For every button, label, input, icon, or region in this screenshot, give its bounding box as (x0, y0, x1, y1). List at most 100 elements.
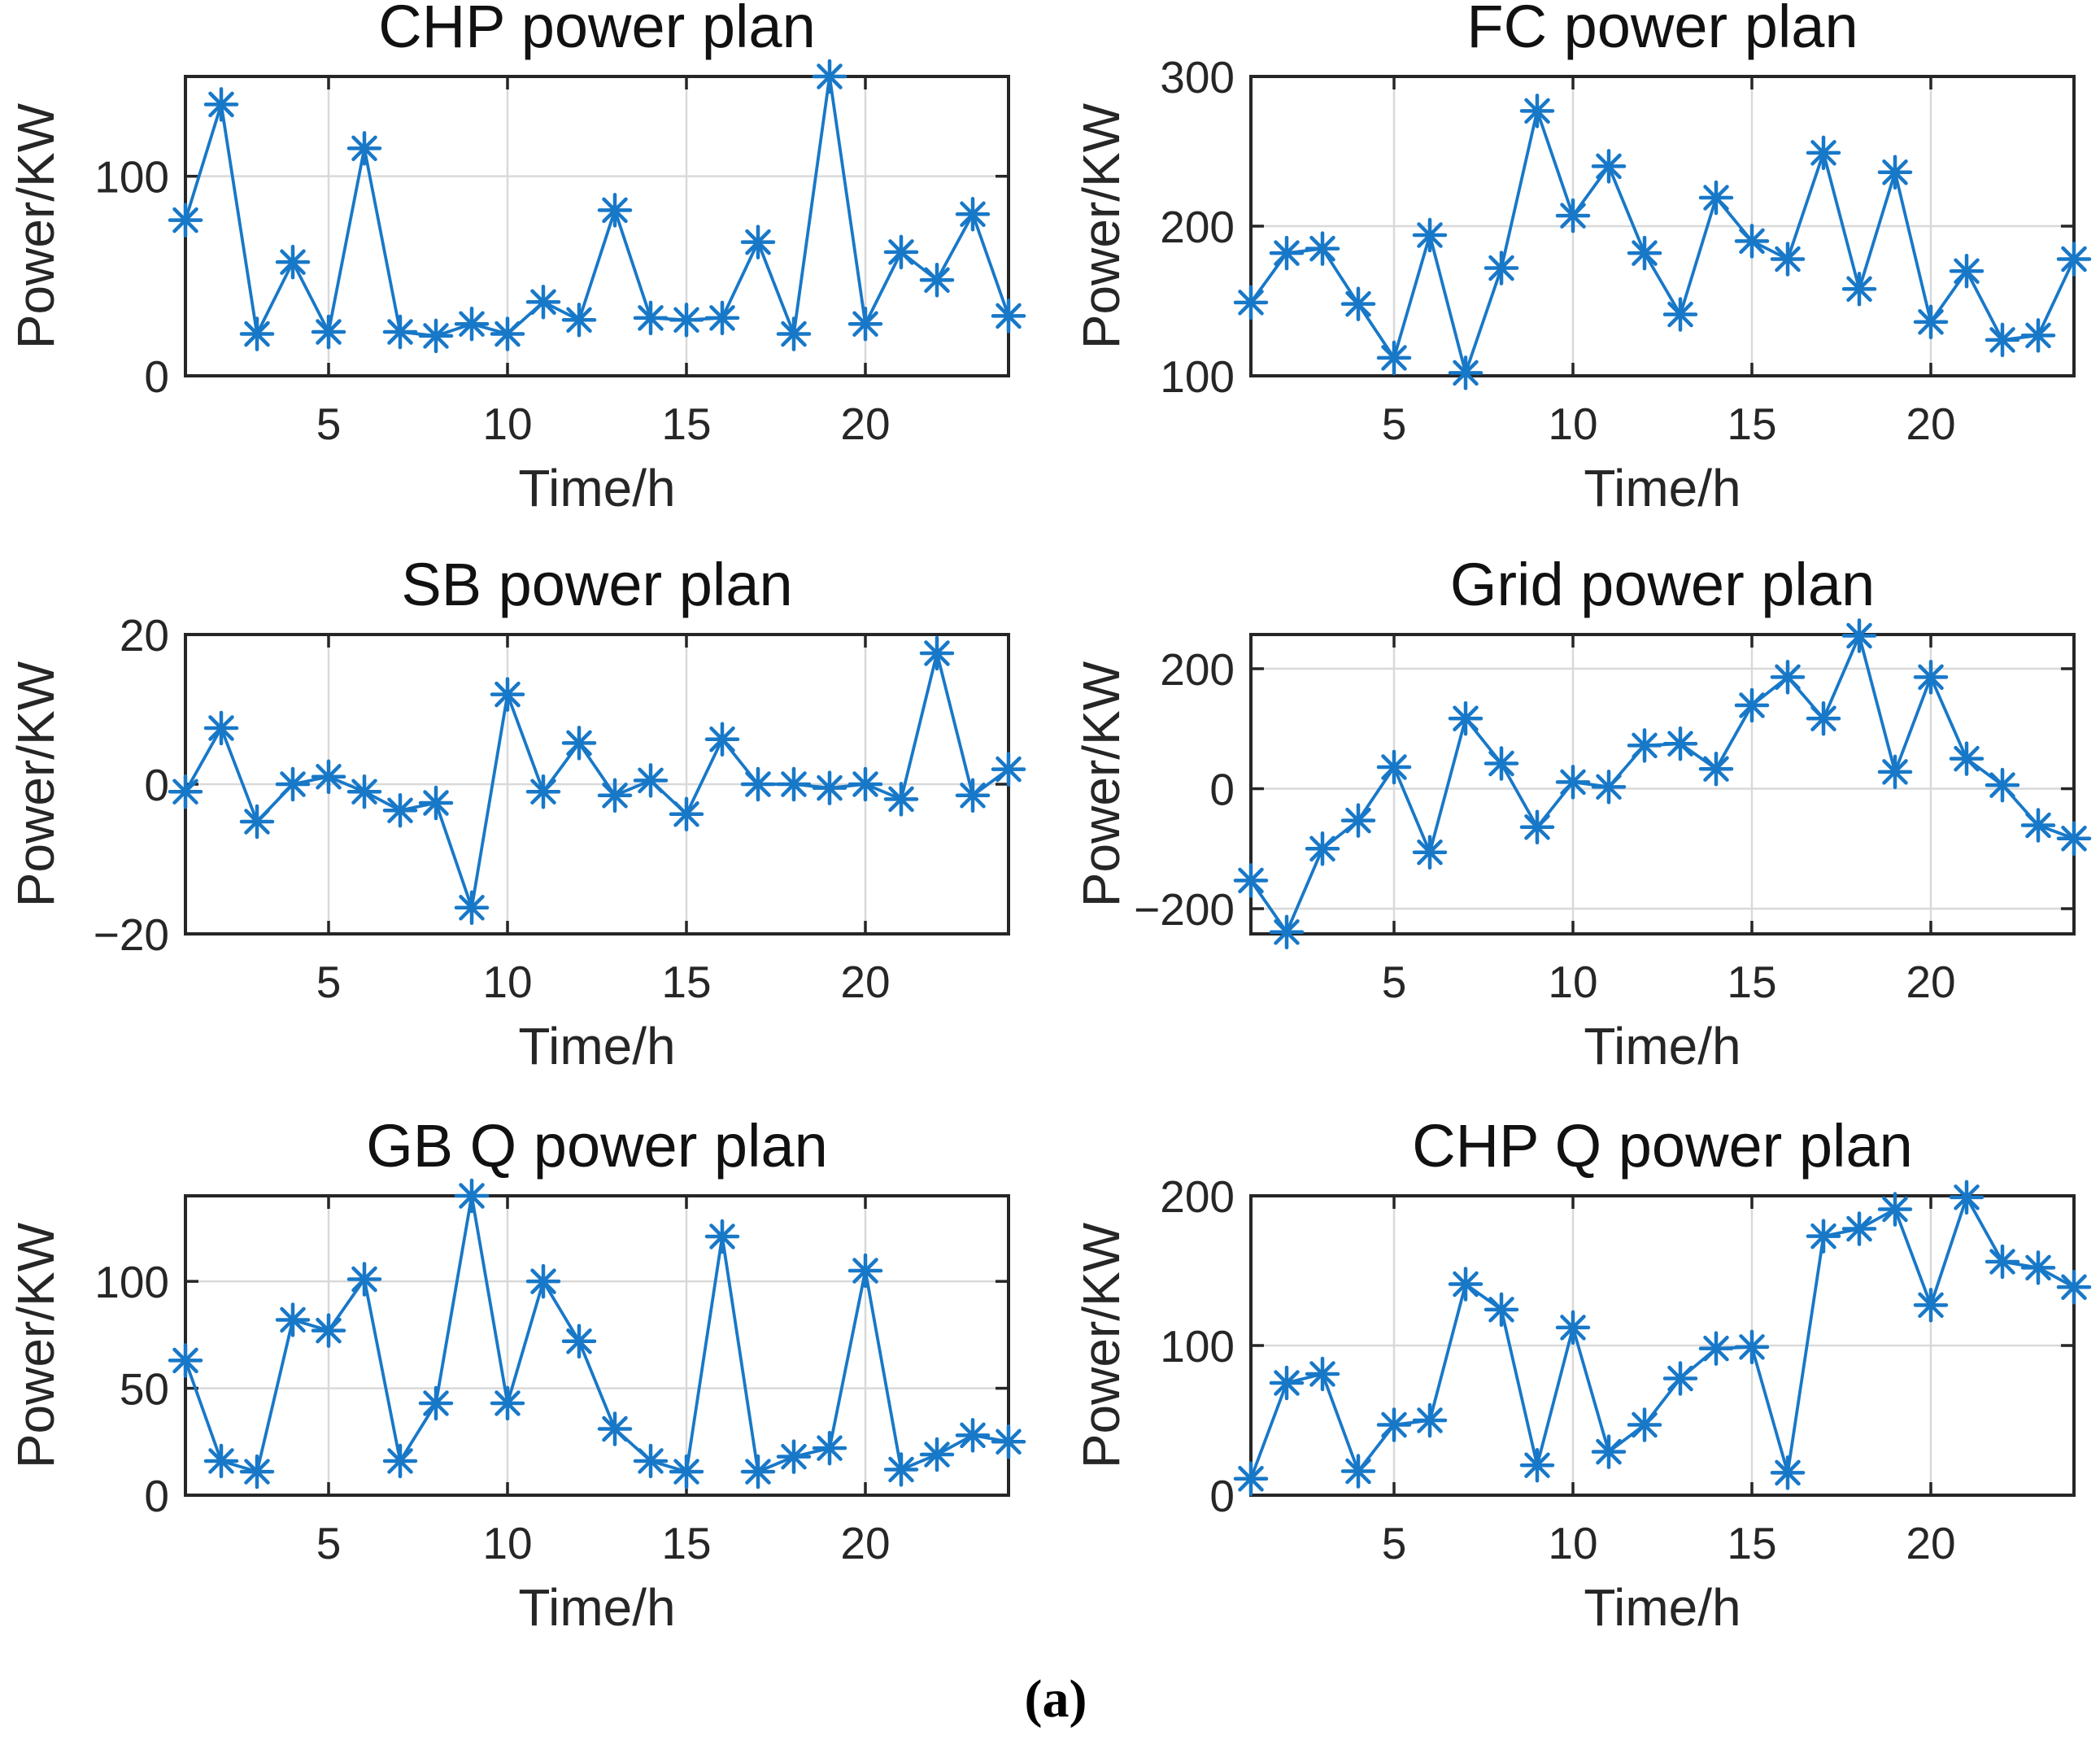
data-marker (1985, 767, 2020, 803)
data-marker (1734, 224, 1770, 259)
data-marker (1484, 251, 1519, 286)
data-marker (919, 262, 955, 298)
data-marker (597, 778, 633, 813)
x-tick-label: 20 (840, 1518, 890, 1568)
data-marker (346, 1262, 382, 1297)
y-axis-label: Power/KW (1072, 102, 1131, 349)
data-marker (883, 782, 919, 817)
y-axis-label: Power/KW (7, 102, 65, 349)
data-marker (955, 1418, 991, 1453)
data-marker (275, 1302, 311, 1337)
chart-chp-power-plan: CHP power plan 5 10 15 20 0 100 Time/h Power/KW (7, 0, 1026, 517)
data-marker (1949, 253, 1985, 289)
data-marker (669, 303, 704, 338)
data-marker (1770, 242, 1806, 277)
data-marker (1877, 155, 1913, 190)
data-marker (168, 203, 203, 238)
data-marker (454, 890, 490, 926)
data-marker (740, 225, 776, 260)
data-marker (704, 722, 740, 757)
data-marker (1555, 198, 1591, 233)
data-marker (1555, 765, 1591, 800)
y-tick-label: 100 (94, 152, 169, 203)
data-marker (1305, 831, 1340, 866)
data-marker (955, 778, 991, 813)
data-markers (1233, 1180, 2092, 1497)
data-marker (1376, 749, 1412, 785)
data-markers (1233, 618, 2092, 950)
data-marker (490, 677, 525, 712)
x-axis-label: Time/h (1584, 1578, 1741, 1637)
plot-box (1249, 633, 2076, 936)
series-line (1249, 109, 2076, 375)
data-marker (2056, 821, 2092, 856)
data-marker (1662, 726, 1698, 761)
y-tick-label: −20 (94, 909, 169, 960)
series-line (184, 1194, 1009, 1473)
data-markers (168, 635, 1026, 926)
data-marker (1627, 235, 1662, 271)
y-axis-label: Power/KW (7, 1222, 65, 1468)
y-tick-label: 0 (1209, 765, 1235, 815)
figure-caption: (a) (1025, 1669, 1087, 1729)
y-tick-label: 100 (94, 1257, 169, 1307)
y-tick-label: 200 (1160, 1171, 1235, 1222)
data-marker (1770, 1455, 1806, 1490)
chart-title: CHP Q power plan (1412, 1112, 1913, 1180)
data-marker (1662, 297, 1698, 332)
data-marker (704, 300, 740, 336)
data-marker (561, 1324, 597, 1359)
data-marker (1269, 914, 1305, 950)
data-marker (740, 766, 776, 802)
axis-ticks (185, 76, 1009, 377)
data-marker (418, 785, 454, 821)
grid-lines (1251, 635, 2074, 934)
data-marker (704, 1219, 740, 1254)
data-marker (561, 303, 597, 338)
series-line (1249, 1195, 2075, 1480)
data-marker (1841, 272, 1877, 307)
x-tick-label: 5 (1382, 957, 1407, 1007)
data-marker (1770, 660, 1806, 695)
data-marker (1806, 135, 1841, 171)
data-marker (1340, 803, 1376, 838)
series-line (1249, 634, 2075, 934)
data-marker (203, 710, 239, 746)
data-marker (1412, 217, 1448, 253)
data-marker (633, 300, 669, 336)
data-marker (239, 1454, 275, 1489)
data-marker (382, 1443, 418, 1479)
y-tick-label: 50 (120, 1364, 169, 1415)
data-marker (203, 1443, 239, 1479)
data-marker (955, 197, 991, 232)
x-tick-label: 5 (316, 957, 342, 1007)
x-tick-label: 10 (1548, 957, 1597, 1007)
data-marker (311, 759, 346, 795)
data-marker (1913, 660, 1949, 695)
data-marker (883, 234, 919, 270)
data-marker (275, 766, 311, 802)
data-marker (1698, 180, 1734, 216)
data-marker (239, 804, 275, 840)
data-marker (1484, 746, 1519, 781)
data-marker (1698, 751, 1734, 787)
chart-grid-power-plan: Grid power plan 5 10 15 20 −200 0 200 Time/h Powe… (1072, 551, 2092, 1075)
y-tick-label: 0 (144, 760, 169, 810)
plot-box (1249, 75, 2076, 377)
data-marker (418, 1385, 454, 1421)
data-marker (1412, 835, 1448, 870)
data-marker (1412, 1402, 1448, 1438)
data-marker (1376, 1407, 1412, 1442)
data-marker (740, 1454, 776, 1489)
axis-ticks (1251, 635, 2074, 934)
series-line (184, 652, 1010, 909)
x-tick-label: 20 (840, 399, 890, 449)
x-tick-label: 10 (482, 957, 532, 1007)
data-marker (275, 244, 311, 280)
data-marker (597, 1411, 633, 1446)
data-marker (919, 1437, 955, 1472)
x-tick-label: 20 (1906, 399, 1955, 449)
data-marker (1985, 1244, 2020, 1280)
grid-lines (185, 76, 1009, 376)
data-marker (1448, 700, 1484, 736)
